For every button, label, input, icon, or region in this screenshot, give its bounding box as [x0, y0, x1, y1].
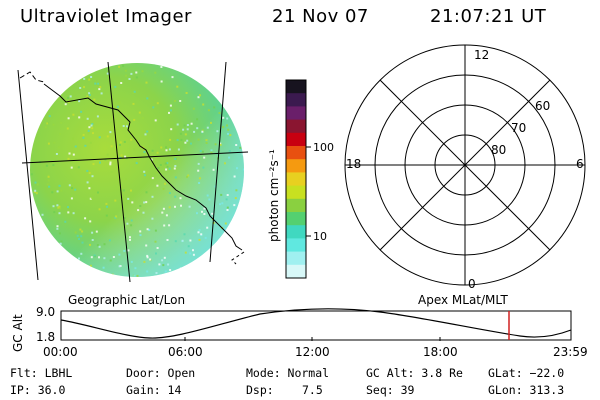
altitude-plot: GC Alt [11, 308, 572, 352]
xtick-23-59: 23:59 [553, 345, 588, 359]
geographic-grid-label: Geographic Lat/Lon [68, 293, 186, 307]
colorbar-cell [286, 185, 306, 200]
ytick-9: 9.0 [36, 305, 56, 319]
dsp-label: Dsp: [246, 383, 274, 397]
geographic-grid [17, 61, 249, 283]
glon-readout: GLon: 313.3 [488, 383, 565, 397]
colorbar-cell [286, 225, 306, 239]
filter-readout: Flt: LBHL [10, 366, 73, 380]
latitude-line [21, 151, 249, 164]
mlat-label-60: 60 [535, 99, 550, 113]
colorbar-unit-label: photon cm⁻²s⁻¹ [267, 149, 281, 242]
xtick-18-00: 18:00 [423, 345, 458, 359]
colorbar-cell [286, 132, 306, 147]
mlt-label-0: 0 [468, 277, 476, 291]
mlt-label-6: 6 [576, 157, 584, 171]
instrument-title: Ultraviolet Imager [20, 6, 192, 27]
colorbar-cell [286, 251, 306, 266]
colorbar-cell [286, 106, 306, 121]
colorbar-tick-100: 100 [313, 141, 334, 154]
colorbar-cell [286, 159, 306, 173]
dsp-value: 7.5 [302, 383, 323, 397]
colorbar-frame [285, 79, 307, 279]
colorbar-cell [286, 119, 306, 134]
colorbar-cell [286, 172, 306, 187]
longitude-line [107, 61, 131, 283]
door-readout: Door: Open [126, 366, 196, 380]
colorbar-cell [286, 80, 306, 94]
mlat-label-80: 80 [491, 143, 506, 157]
seq-readout: Seq: 39 [366, 383, 415, 397]
longitude-line [17, 69, 39, 281]
ip-readout: IP: 36.0 [10, 383, 66, 397]
auroral-image [30, 63, 244, 277]
mlat-label-70: 70 [511, 121, 526, 135]
image-disk-fade [30, 63, 244, 277]
mlt-diagonal-line [379, 79, 551, 251]
altitude-ylabel: GC Alt [11, 314, 25, 352]
coastline [19, 71, 245, 265]
colorbar-tick-10: 10 [313, 230, 327, 243]
gc-alt-readout: GC Alt: 3.8 Re [366, 366, 463, 380]
mode-readout: Mode: Normal [246, 366, 330, 380]
altitude-plot-frame [60, 310, 572, 341]
color-scale: 100 10 photon cm⁻²s⁻¹ [267, 79, 334, 279]
image-time: 21:07:21 UT [430, 6, 547, 27]
xtick-12-00: 12:00 [295, 345, 330, 359]
glat-readout: GLat: −22.0 [488, 366, 565, 380]
longitude-line [209, 61, 227, 263]
orbit-altitude-curve [60, 308, 572, 339]
ytick-1-8: 1.8 [36, 330, 56, 344]
polar-plot [344, 44, 586, 286]
colorbar-cell [286, 93, 306, 107]
image-noise [30, 64, 244, 277]
colorbar-cell [286, 146, 306, 160]
mlt-label-12: 12 [474, 48, 489, 62]
mlt-label-18: 18 [346, 157, 361, 171]
xtick-00-00: 00:00 [43, 345, 78, 359]
image-date: 21 Nov 07 [272, 6, 369, 27]
colorbar-cell [286, 264, 306, 279]
gain-readout: Gain: 14 [126, 383, 182, 397]
apex-grid-label: Apex MLat/MLT [418, 293, 508, 307]
xtick-06-00: 06:00 [168, 345, 203, 359]
colorbar-cell [286, 212, 306, 226]
colorbar-cell [286, 198, 306, 213]
colorbar-cell [286, 238, 306, 253]
